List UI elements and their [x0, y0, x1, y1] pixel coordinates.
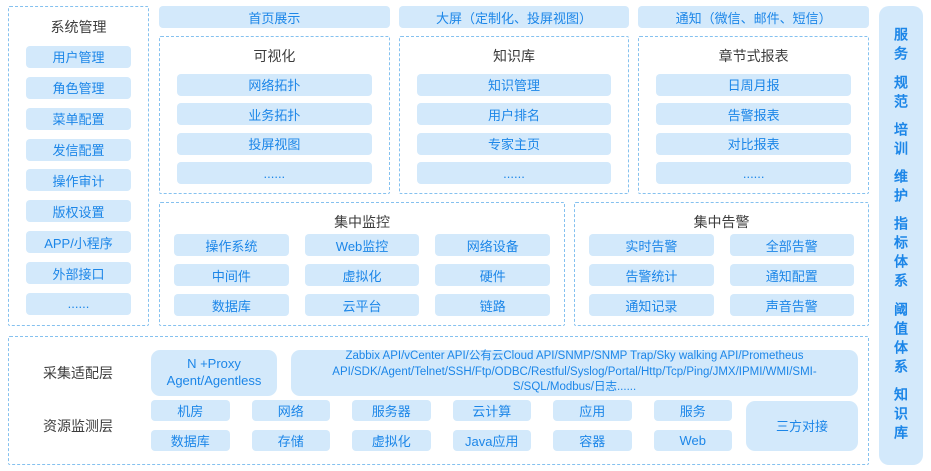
- service-sidebar-item: 指标体系: [893, 216, 909, 293]
- knowledge-base-item-more: ......: [416, 162, 612, 184]
- service-sidebar-item: 规范: [893, 74, 909, 113]
- system-management-panel: 系统管理 用户管理 角色管理 菜单配置 发信配置 操作审计 版权设置 APP/小…: [8, 6, 149, 326]
- service-sidebar-item: 阈值体系: [893, 301, 909, 378]
- notification-block: 通知（微信、邮件、短信）: [638, 6, 870, 28]
- system-management-title: 系统管理: [50, 19, 107, 35]
- central-alarm-panel: 集中告警 实时告警 全部告警 告警统计 通知配置 通知记录 声音告警: [574, 202, 869, 326]
- resource-item: 网络: [251, 400, 330, 422]
- monitoring-item: 硬件: [435, 264, 551, 286]
- homepage-display-block: 首页展示: [159, 6, 390, 28]
- collection-adapter-layer: 采集适配层 N +Proxy Agent/Agentless Zabbix AP…: [19, 349, 858, 396]
- visualization-item: 投屏视图: [177, 132, 372, 155]
- monitoring-item: 中间件: [174, 264, 289, 286]
- knowledge-base-item: 用户排名: [416, 103, 612, 125]
- monitoring-item: 操作系统: [174, 234, 289, 256]
- visualization-title: 可视化: [253, 48, 296, 64]
- system-management-item: 版权设置: [26, 200, 131, 223]
- resource-item: 存储: [251, 430, 330, 452]
- system-management-item: 外部接口: [26, 262, 131, 284]
- monitoring-item: 网络设备: [435, 234, 551, 256]
- system-management-item-more: ......: [26, 292, 131, 315]
- visualization-item: 网络拓扑: [177, 73, 372, 96]
- chapter-report-item-more: ......: [656, 162, 852, 184]
- alarm-item: 通知配置: [729, 264, 854, 286]
- central-alarm-grid: 实时告警 全部告警 告警统计 通知配置 通知记录 声音告警: [589, 234, 854, 316]
- top-blocks-row: 首页展示 大屏（定制化、投屏视图） 通知（微信、邮件、短信）: [159, 6, 870, 28]
- diagram-main-area: 系统管理 用户管理 角色管理 菜单配置 发信配置 操作审计 版权设置 APP/小…: [8, 6, 870, 465]
- resource-item: Java应用: [452, 430, 531, 452]
- feature-boxes-row: 可视化 网络拓扑 业务拓扑 投屏视图 ...... 知识库 知识管理 用户排名 …: [159, 36, 870, 194]
- monitoring-item: Web监控: [304, 234, 420, 256]
- chapter-report-title: 章节式报表: [718, 48, 789, 64]
- service-sidebar-item: 维护: [893, 169, 909, 207]
- proxy-agent-block: N +Proxy Agent/Agentless: [151, 349, 277, 396]
- service-sidebar-item: 服务: [893, 27, 909, 66]
- resource-item: 虚拟化: [352, 430, 431, 452]
- api-protocols-block: Zabbix API/vCenter API/公有云Cloud API/SNMP…: [291, 349, 858, 396]
- visualization-panel: 可视化 网络拓扑 业务拓扑 投屏视图 ......: [159, 36, 390, 194]
- monitoring-item: 链路: [435, 294, 551, 316]
- knowledge-base-panel: 知识库 知识管理 用户排名 专家主页 ......: [398, 36, 630, 194]
- knowledge-base-title: 知识库: [493, 48, 535, 64]
- collection-adapter-label: 采集适配层: [43, 364, 113, 381]
- system-management-item: 菜单配置: [26, 107, 131, 130]
- central-monitoring-title: 集中监控: [334, 214, 391, 230]
- layers-panel: 采集适配层 N +Proxy Agent/Agentless Zabbix AP…: [8, 336, 869, 465]
- resource-item: 云计算: [452, 400, 531, 422]
- alarm-item: 实时告警: [589, 234, 714, 256]
- chapter-report-item: 日周月报: [656, 73, 852, 96]
- system-management-item: 角色管理: [26, 76, 131, 99]
- upper-diagram-area: 系统管理 用户管理 角色管理 菜单配置 发信配置 操作审计 版权设置 APP/小…: [8, 6, 870, 326]
- resource-item: 应用: [553, 400, 632, 422]
- resource-items-grid: 机房 网络 服务器 云计算 应用 服务 数据库 存储 虚拟化 Java应用 容器…: [151, 400, 732, 452]
- visualization-item: 业务拓扑: [177, 103, 372, 125]
- resource-item: Web: [653, 430, 732, 452]
- central-alarm-title: 集中告警: [693, 214, 750, 230]
- monitoring-item: 云平台: [304, 294, 420, 316]
- third-party-block: 三方对接: [746, 400, 858, 451]
- central-monitoring-grid: 操作系统 Web监控 网络设备 中间件 虚拟化 硬件 数据库 云平台 链路: [174, 234, 551, 316]
- visualization-item-more: ......: [177, 162, 372, 184]
- resource-item: 机房: [151, 400, 230, 422]
- monitoring-item: 数据库: [174, 294, 289, 316]
- alarm-item: 声音告警: [729, 294, 854, 316]
- service-sidebar-item: 知识库: [893, 386, 909, 444]
- knowledge-base-item: 知识管理: [416, 73, 612, 96]
- resource-item: 数据库: [151, 430, 230, 452]
- system-management-item: APP/小程序: [26, 231, 131, 254]
- big-screen-block: 大屏（定制化、投屏视图）: [398, 6, 630, 28]
- monitor-alarm-row: 集中监控 操作系统 Web监控 网络设备 中间件 虚拟化 硬件 数据库 云平台 …: [159, 202, 869, 326]
- alarm-item: 告警统计: [589, 264, 714, 286]
- service-system-sidebar: 服务 规范 培训 维护 指标体系 阈值体系 知识库: [879, 6, 923, 465]
- chapter-report-item: 对比报表: [656, 132, 852, 155]
- resource-item: 容器: [553, 430, 632, 452]
- alarm-item: 通知记录: [589, 294, 714, 316]
- resource-monitor-label: 资源监测层: [43, 417, 113, 434]
- resource-item: 服务: [653, 400, 732, 422]
- service-sidebar-item: 培训: [893, 121, 909, 160]
- system-management-item: 操作审计: [26, 169, 131, 192]
- knowledge-base-item: 专家主页: [416, 132, 612, 155]
- chapter-report-panel: 章节式报表 日周月报 告警报表 对比报表 ......: [638, 36, 870, 194]
- system-management-item: 发信配置: [26, 138, 131, 161]
- alarm-item: 全部告警: [729, 234, 854, 256]
- monitoring-item: 虚拟化: [304, 264, 420, 286]
- system-management-item: 用户管理: [26, 45, 131, 68]
- central-monitoring-panel: 集中监控 操作系统 Web监控 网络设备 中间件 虚拟化 硬件 数据库 云平台 …: [159, 202, 566, 326]
- resource-item: 服务器: [352, 400, 431, 422]
- resource-monitor-layer: 资源监测层 机房 网络 服务器 云计算 应用 服务 数据库 存储 虚拟化 Jav…: [19, 400, 858, 452]
- chapter-report-item: 告警报表: [656, 103, 852, 125]
- middle-column: 首页展示 大屏（定制化、投屏视图） 通知（微信、邮件、短信） 可视化 网络拓扑 …: [159, 6, 870, 326]
